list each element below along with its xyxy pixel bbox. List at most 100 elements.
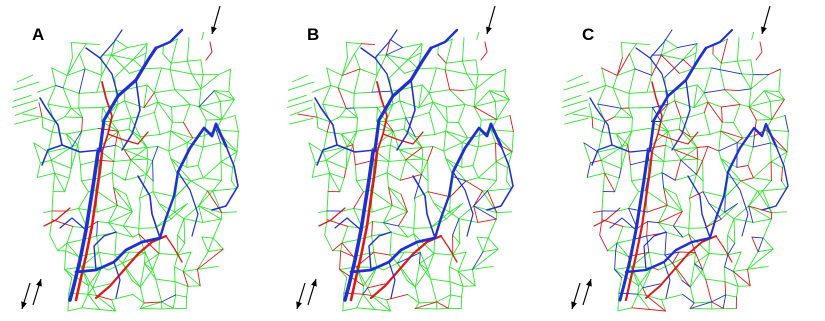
vessel-a-branch (121, 79, 141, 151)
vessel-b-segment (183, 122, 194, 139)
capillary-segment (752, 177, 772, 181)
vessel-b-segment (658, 211, 683, 224)
capillary-segment (461, 165, 474, 168)
capillary-segment (110, 47, 128, 56)
capillary-segment (139, 136, 148, 148)
capillary-segment (386, 172, 401, 181)
capillary-segment (162, 53, 172, 64)
vessel-a-segment (71, 130, 83, 148)
capillary-segment (511, 130, 514, 153)
capillary-segment (202, 142, 221, 148)
vessel-b-branch (94, 234, 168, 300)
capillary-segment (696, 84, 705, 94)
capillary-segment (186, 60, 193, 75)
capillary-segment (586, 172, 606, 178)
capillary-segment (673, 84, 698, 91)
vessel-b-layer (589, 38, 788, 312)
capillary-segment (308, 142, 324, 153)
capillary-segment (696, 173, 704, 182)
vessel-a-branch (727, 171, 749, 237)
capillary-segment (385, 54, 405, 74)
capillary-segment (694, 253, 710, 265)
capillary-segment (122, 225, 140, 229)
capillary-segment (339, 177, 345, 193)
capillary-segment (506, 180, 513, 190)
capillary-segment (354, 43, 362, 55)
capillary-segment (42, 127, 53, 133)
capillary-segment (600, 146, 623, 161)
capillary-segment (174, 266, 184, 272)
capillary-segment (49, 234, 59, 252)
capillary-segment (110, 54, 134, 60)
vessel-b-segment (397, 211, 408, 227)
panel-label: C (582, 25, 595, 44)
capillary-segment (695, 43, 698, 54)
vessel-a-segment (615, 242, 618, 252)
vessel-b-branch (369, 234, 443, 300)
capillary-segment (139, 112, 155, 118)
capillary-segment (329, 116, 341, 123)
capillary-segment (612, 75, 618, 89)
vessel-a-segment (652, 103, 669, 108)
capillary-segment (341, 53, 355, 76)
vessel-a-segment (642, 283, 661, 289)
capillary-segment (665, 232, 684, 238)
capillary-segment (132, 43, 148, 60)
capillary-segment (725, 294, 737, 298)
capillary-segment (385, 117, 407, 122)
capillary-segment (636, 43, 650, 46)
capillary-segment (428, 112, 436, 135)
capillary-segment (724, 89, 741, 105)
capillary-segment (88, 266, 103, 287)
capillary-segment (186, 137, 194, 144)
capillary-segment (445, 158, 463, 168)
capillary-segment (62, 75, 68, 89)
capillary-segment (617, 207, 630, 212)
vessel-a-branch (624, 236, 712, 274)
capillary-segment (153, 89, 176, 94)
capillary-segment (747, 265, 769, 270)
capillary-segment (399, 159, 407, 181)
vessel-a-segment (689, 301, 713, 309)
capillary-segment (177, 234, 186, 244)
capillary-segment (615, 130, 633, 135)
capillary-segment (326, 67, 332, 86)
capillary-segment (781, 180, 788, 190)
vessel-b-segment (509, 115, 514, 132)
capillary-segment (444, 62, 447, 71)
vessel-a-segment (419, 252, 421, 265)
vessel-b-segment (678, 128, 691, 138)
capillary-segment (236, 130, 239, 153)
capillary-segment (123, 147, 148, 151)
capillary-segment (231, 180, 238, 190)
capillary-segment (407, 59, 419, 70)
vessel-b-segment (674, 159, 682, 181)
capillary-segment (128, 128, 141, 138)
capillary-segment (778, 68, 781, 93)
vessel-b-segment (696, 160, 704, 175)
capillary-segment (168, 150, 172, 159)
capillary-segment (465, 177, 479, 182)
capillary-segment (407, 233, 415, 238)
capillary-segment (339, 107, 347, 118)
capillary-segment (506, 167, 508, 182)
panel-a: A (0, 0, 275, 321)
capillary-segment (718, 130, 722, 152)
capillary-segment (689, 269, 704, 288)
vessel-a-segment (646, 235, 650, 253)
capillary-segment (727, 218, 735, 236)
capillary-segment (388, 159, 407, 162)
capillary-segment (355, 180, 364, 193)
vessel-a-segment (708, 202, 722, 220)
capillary-segment (79, 43, 87, 55)
capillary-segment (397, 262, 408, 281)
capillary-segment (201, 236, 214, 239)
capillary-segment (130, 117, 141, 138)
capillary-segment (628, 91, 648, 94)
capillary-segment (736, 60, 743, 75)
capillary-segment (65, 242, 68, 252)
capillary-segment (680, 158, 699, 161)
capillary-segment (386, 172, 390, 189)
vessel-a-branch (687, 175, 711, 239)
capillary-segment (329, 172, 341, 193)
